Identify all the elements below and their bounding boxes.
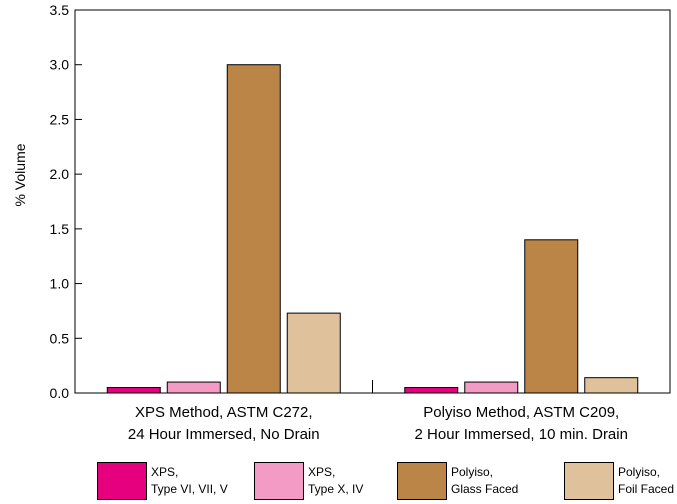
bar-xps-type-x-iv-cat-0 bbox=[166, 381, 221, 394]
y-ticks: 0.0 0.5 1.0 1.5 2.0 2.5 3.0 3.5 bbox=[50, 2, 82, 401]
category-label-line2: 24 Hour Immersed, No Drain bbox=[128, 426, 320, 443]
legend-swatch bbox=[97, 462, 147, 500]
legend-label-line1: XPS, bbox=[308, 465, 336, 479]
legend-label-line1: Polyiso, bbox=[451, 465, 494, 479]
legend-label: Polyiso, Foil Faced bbox=[618, 464, 674, 498]
y-tick-label: 3.5 bbox=[50, 2, 70, 18]
y-tick-label: 0.5 bbox=[50, 330, 70, 346]
legend: XPS, Type VI, VII, V XPS, Type X, IV Polyiso… bbox=[0, 460, 677, 504]
plot-frame bbox=[74, 9, 671, 394]
legend-label: XPS, Type X, IV bbox=[308, 464, 363, 498]
legend-label-line2: Foil Faced bbox=[618, 482, 675, 496]
category-label-line1: XPS Method, ASTM C272, bbox=[135, 404, 313, 421]
bar-xps-type-vi-vii-v-cat-1 bbox=[404, 387, 459, 394]
y-tick-label: 1.0 bbox=[50, 276, 70, 292]
y-axis-label: % Volume bbox=[12, 143, 28, 206]
legend-label-line2: Type VI, VII, V bbox=[151, 482, 228, 496]
bar-polyiso-glass-faced-cat-0 bbox=[226, 64, 281, 394]
legend-label-line1: XPS, bbox=[151, 465, 179, 479]
legend-label-line2: Glass Faced bbox=[451, 482, 519, 496]
category-label-line1: Polyiso Method, ASTM C209, bbox=[423, 404, 619, 421]
bar-polyiso-foil-faced-cat-0 bbox=[286, 312, 341, 394]
bar-chart: 0.0 0.5 1.0 1.5 2.0 2.5 3.0 3.5 % Volume XPS Me… bbox=[12, 2, 671, 443]
legend-swatch bbox=[254, 462, 304, 500]
y-tick-label: 2.5 bbox=[50, 111, 70, 127]
legend-swatch bbox=[397, 462, 447, 500]
category-labels: XPS Method, ASTM C272, 24 Hour Immersed, … bbox=[128, 404, 628, 443]
bar-xps-type-x-iv-cat-1 bbox=[464, 381, 519, 394]
legend-label-line2: Type X, IV bbox=[308, 482, 364, 496]
legend-label: Polyiso, Glass Faced bbox=[451, 464, 518, 498]
legend-label: XPS, Type VI, VII, V bbox=[151, 464, 228, 498]
legend-swatch bbox=[564, 462, 614, 500]
legend-label-line1: Polyiso, bbox=[618, 465, 661, 479]
category-label-line2: 2 Hour Immersed, 10 min. Drain bbox=[415, 426, 628, 443]
y-tick-label: 3.0 bbox=[50, 57, 70, 73]
y-tick-label: 0.0 bbox=[50, 385, 70, 401]
bar-polyiso-foil-faced-cat-1 bbox=[584, 377, 639, 394]
bar-polyiso-glass-faced-cat-1 bbox=[524, 239, 579, 394]
y-tick-label: 1.5 bbox=[50, 221, 70, 237]
y-tick-label: 2.0 bbox=[50, 166, 70, 182]
bar-xps-type-vi-vii-v-cat-0 bbox=[106, 387, 161, 394]
bars bbox=[106, 64, 639, 394]
chart-axes bbox=[74, 9, 671, 394]
